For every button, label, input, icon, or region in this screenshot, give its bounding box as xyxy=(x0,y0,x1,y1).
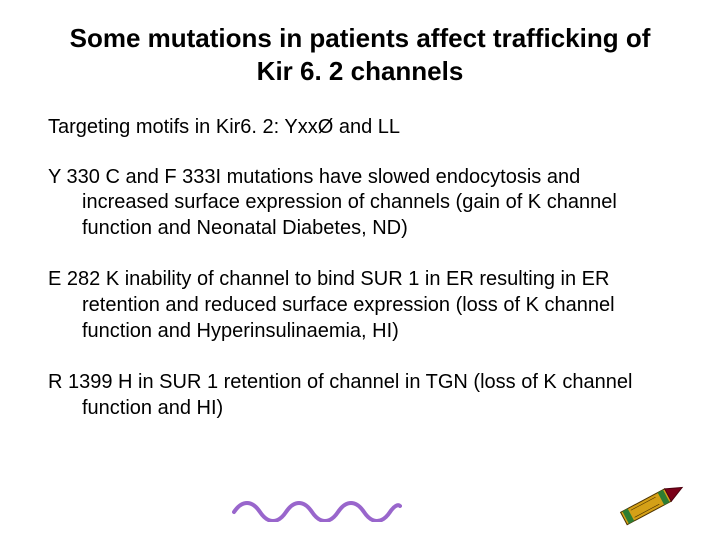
paragraph-e282k: E 282 K inability of channel to bind SUR… xyxy=(48,267,672,344)
crayon-icon xyxy=(608,482,690,526)
slide: Some mutations in patients affect traffi… xyxy=(0,0,720,540)
slide-title: Some mutations in patients affect traffi… xyxy=(48,22,672,87)
paragraph-motifs: Targeting motifs in Kir6. 2: YxxØ and LL xyxy=(48,115,672,141)
paragraph-r1399h: R 1399 H in SUR 1 retention of channel i… xyxy=(48,370,672,421)
squiggle-icon xyxy=(232,494,402,522)
paragraph-y330c: Y 330 C and F 333I mutations have slowed… xyxy=(48,165,672,242)
